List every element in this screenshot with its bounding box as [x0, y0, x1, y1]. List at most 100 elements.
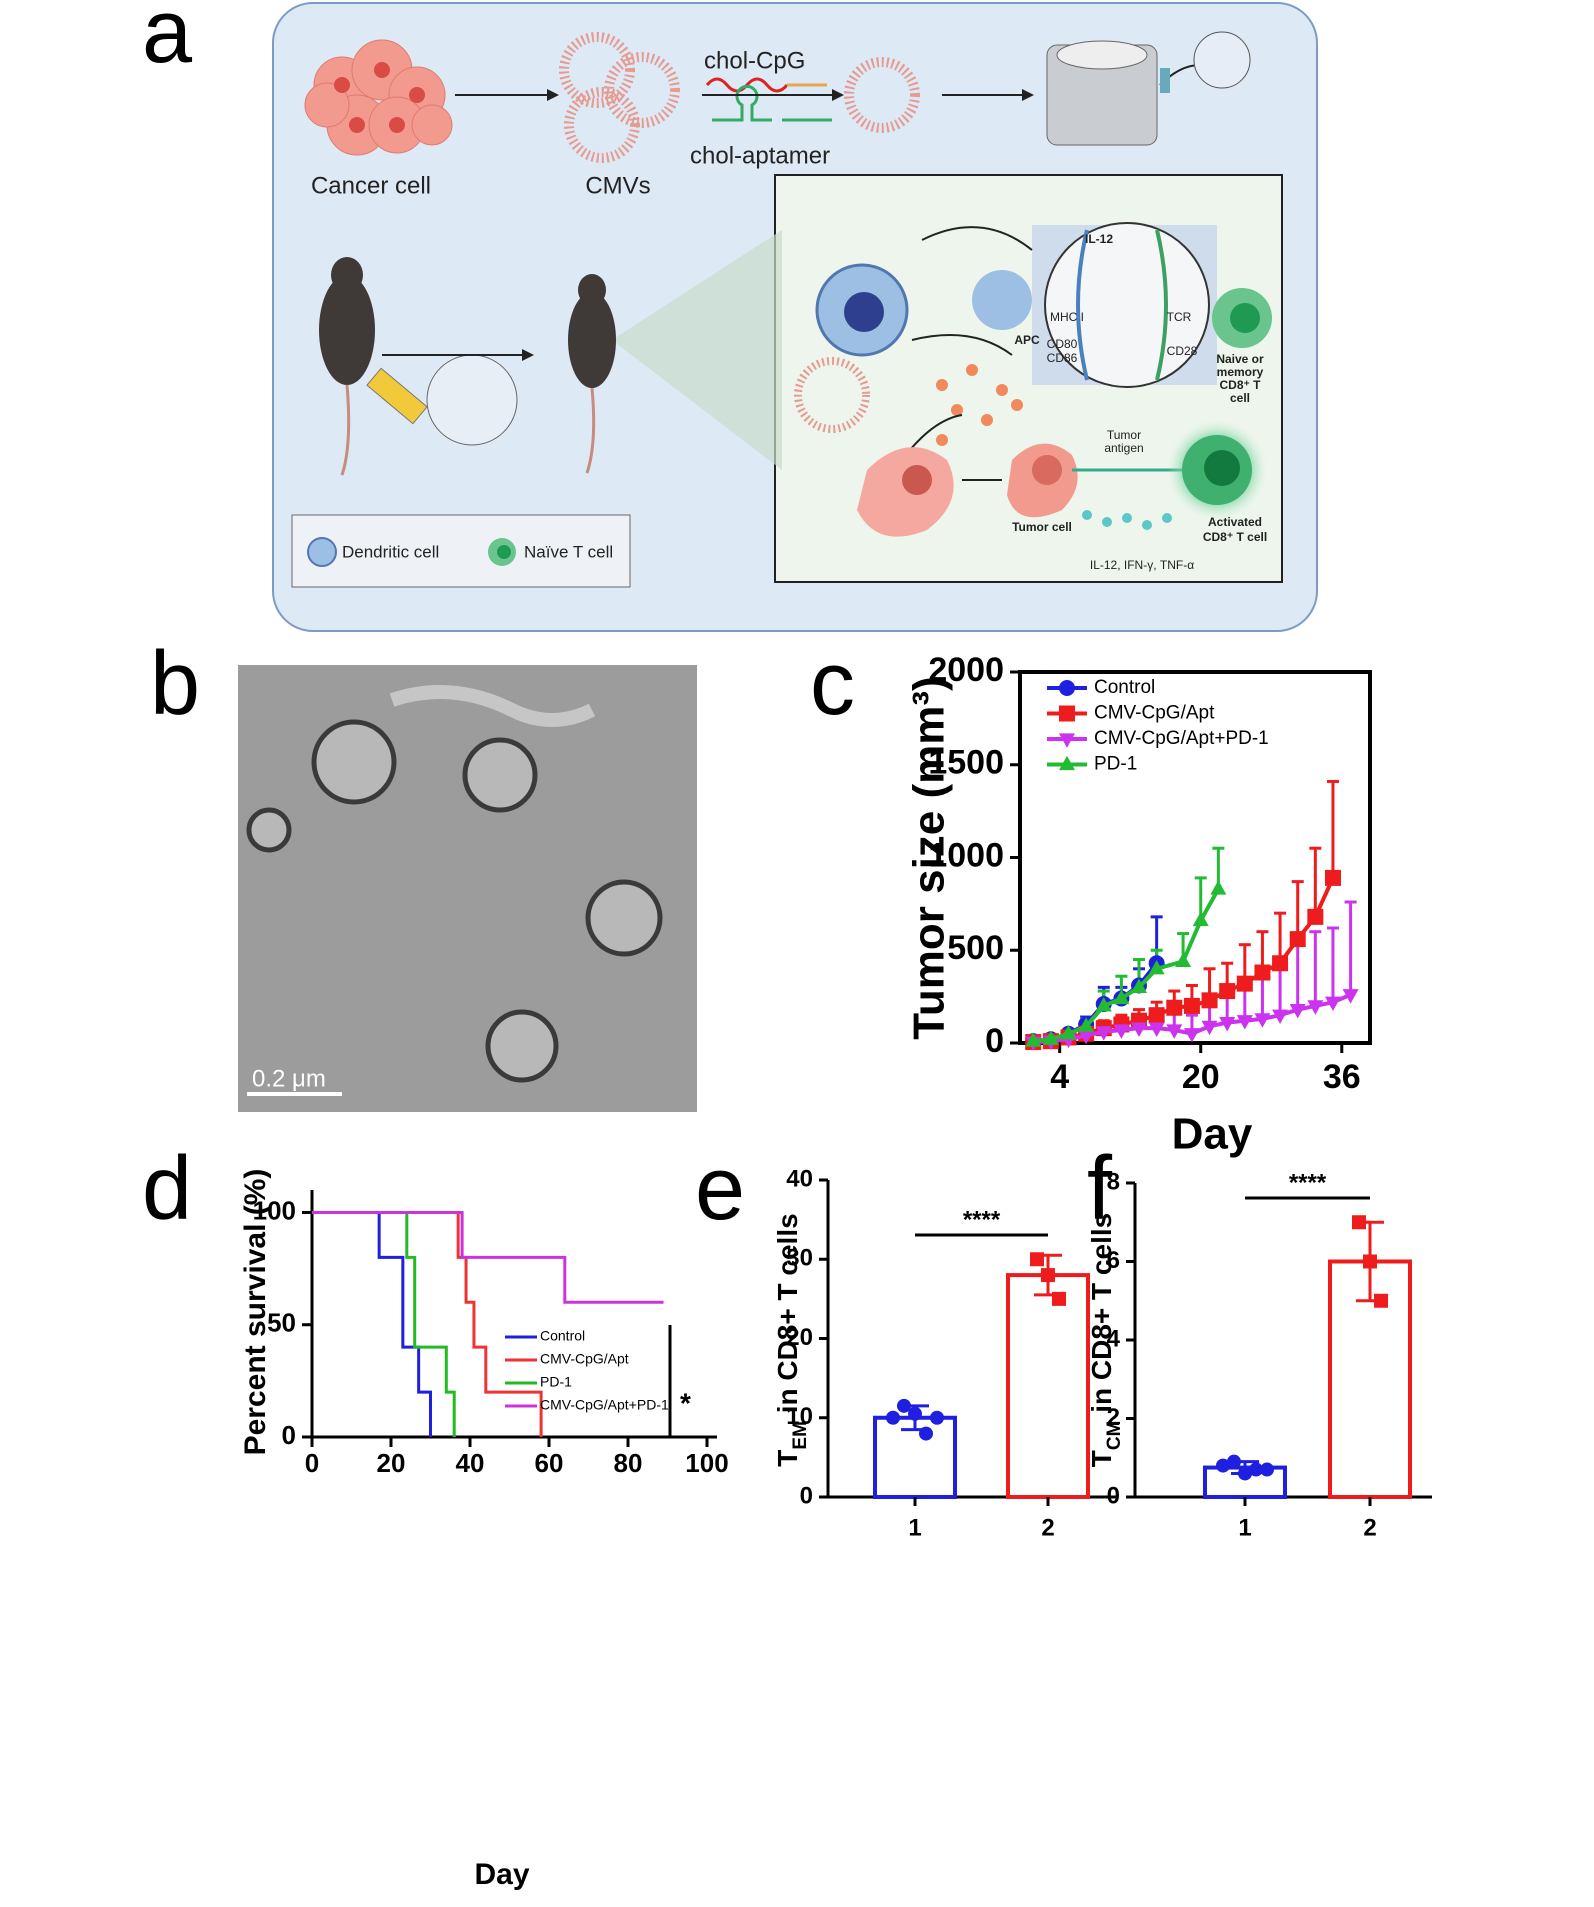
marker — [1236, 975, 1253, 992]
legend-label: CMV-CpG/Apt — [1094, 703, 1215, 724]
marker — [1059, 755, 1075, 771]
shape — [1056, 40, 1148, 70]
marker — [1059, 733, 1075, 748]
shape — [564, 87, 640, 163]
label: chol-aptamer — [690, 142, 830, 169]
x-tick-label: 1 — [1238, 1514, 1251, 1541]
label: 0.2 μm — [252, 1065, 326, 1092]
shape — [340, 384, 351, 476]
marker — [886, 1410, 900, 1425]
marker — [1260, 1462, 1274, 1477]
marker — [1041, 1268, 1055, 1283]
shape — [304, 82, 350, 128]
marker — [1227, 1454, 1241, 1469]
shape — [936, 364, 1023, 446]
shape — [972, 270, 1032, 330]
shape — [497, 545, 511, 559]
y-tick-label: 2 — [1107, 1404, 1120, 1431]
y-axis-title-part: T — [1086, 1450, 1117, 1467]
label: CD80 — [1047, 337, 1078, 351]
shape — [1011, 399, 1023, 411]
survival-curve — [312, 1210, 432, 1437]
label: Dendritic cell — [342, 542, 439, 561]
marker — [1324, 996, 1341, 1011]
shape — [712, 84, 832, 122]
y-axis-title: Tumor size (mm³) — [905, 676, 954, 1039]
shape — [409, 87, 425, 103]
label: APC — [1014, 333, 1040, 347]
marker — [1166, 999, 1183, 1016]
label: e — [695, 1139, 745, 1239]
marker — [1254, 964, 1271, 981]
shape — [1122, 513, 1132, 523]
label: b — [150, 634, 200, 734]
shape — [844, 57, 920, 133]
shape — [1082, 510, 1092, 520]
label: c — [810, 634, 855, 734]
y-axis-title-part: CM — [1104, 1421, 1125, 1451]
shape — [585, 387, 596, 474]
marker — [908, 1406, 922, 1421]
x-tick-label: 0 — [305, 1448, 319, 1478]
y-tick-label: 4 — [1107, 1325, 1121, 1352]
y-axis-title-part: in CD8+ T cells — [772, 1213, 803, 1421]
survival-curve — [312, 1210, 456, 1437]
shape — [349, 117, 365, 133]
shape — [604, 52, 680, 128]
label: memory — [1217, 365, 1264, 379]
x-tick-label: 40 — [456, 1448, 485, 1478]
shape — [1142, 520, 1152, 530]
marker — [1289, 931, 1306, 948]
shape — [902, 465, 932, 495]
y-tick-label: 40 — [786, 1165, 813, 1192]
shape — [578, 274, 606, 306]
shape — [981, 414, 993, 426]
shape — [319, 275, 375, 385]
shape — [426, 354, 518, 446]
shape — [936, 434, 948, 446]
shape — [1162, 513, 1172, 523]
label: CD28 — [1167, 344, 1198, 358]
shape — [921, 226, 1033, 251]
y-tick-label: 20 — [786, 1324, 813, 1351]
shape — [612, 230, 782, 470]
micrograph: 0.2 μm — [238, 665, 697, 1112]
shape — [568, 292, 616, 388]
shape — [1155, 229, 1168, 381]
marker — [1175, 952, 1192, 967]
shape — [794, 357, 870, 433]
legend-label: CMV-CpG/Apt+PD-1 — [1094, 728, 1269, 749]
panel-labels: a b c d e f — [142, 0, 1113, 1239]
y-tick-label: 1000 — [928, 836, 1004, 874]
shape — [1160, 68, 1170, 93]
y-tick-label: 0 — [985, 1022, 1004, 1060]
marker — [1363, 1254, 1377, 1269]
shape — [411, 104, 453, 146]
marker — [1148, 1022, 1165, 1037]
y-tick-label: 2000 — [928, 651, 1004, 689]
x-tick-label: 60 — [535, 1448, 564, 1478]
label: CD8⁺ T cell — [1203, 530, 1267, 544]
x-tick-label: 20 — [1182, 1058, 1220, 1096]
shape — [1204, 450, 1240, 486]
shape — [389, 685, 596, 727]
x-tick-label: 2 — [1363, 1514, 1376, 1541]
x-tick-label: 100 — [685, 1448, 728, 1478]
shape — [1044, 222, 1210, 388]
label: CMVs — [585, 172, 650, 199]
shape — [1032, 455, 1062, 485]
marker — [930, 1410, 944, 1425]
survival-curve — [312, 1210, 543, 1437]
marker — [1272, 1009, 1289, 1024]
shape — [559, 32, 635, 108]
shape — [966, 364, 978, 376]
y-tick-label: 0 — [1107, 1482, 1120, 1509]
x-tick-label: 4 — [1050, 1058, 1069, 1096]
marker — [1095, 1026, 1112, 1041]
shape — [307, 537, 337, 567]
label: Tumor — [1107, 428, 1141, 442]
legend-label: CMV-CpG/Apt — [540, 1351, 629, 1367]
marker — [1342, 989, 1359, 1004]
